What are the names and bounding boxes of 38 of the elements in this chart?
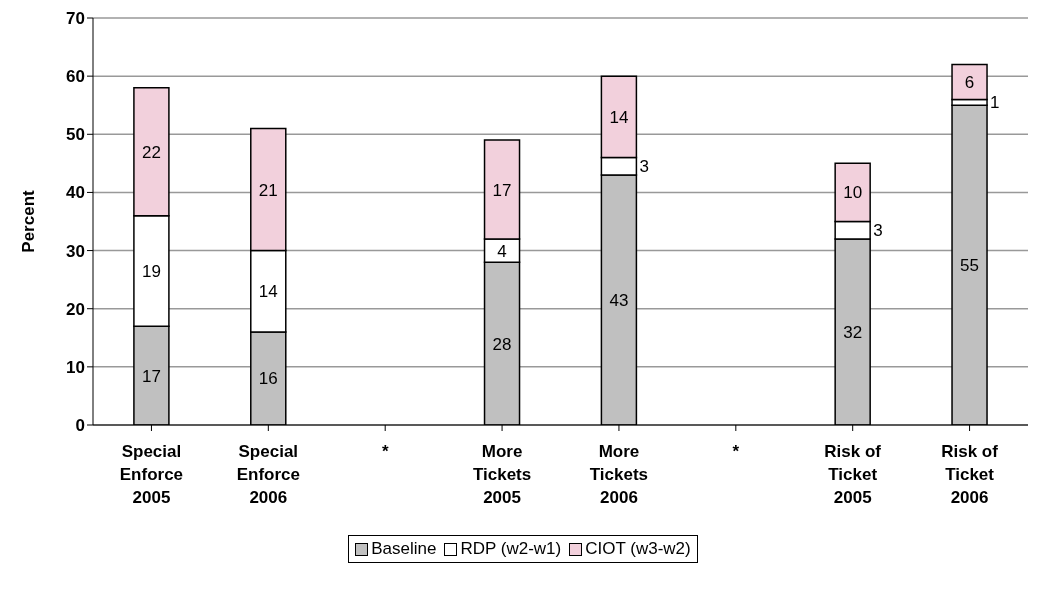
- y-tick-label: 70: [66, 9, 85, 29]
- data-label: 17: [141, 366, 161, 386]
- y-tick-label: 20: [66, 299, 85, 319]
- x-tick-label: *: [732, 442, 740, 461]
- legend-label: Baseline: [370, 539, 437, 559]
- x-tick-label: Risk of Ticket 2006: [941, 442, 999, 507]
- x-tick-label: Special Enforce 2005: [119, 442, 184, 507]
- legend-label: RDP (w2-w1): [459, 539, 562, 559]
- y-tick-label: 40: [66, 183, 85, 203]
- legend-label: CIOT (w3-w2): [584, 539, 691, 559]
- x-tick-label: More Tickets 2006: [589, 442, 649, 507]
- data-label: 14: [258, 282, 278, 302]
- data-label: 6: [964, 72, 975, 92]
- data-label: 16: [258, 369, 278, 389]
- data-label: 32: [843, 322, 863, 342]
- data-label: 55: [960, 256, 979, 276]
- y-tick-label: 0: [75, 416, 85, 436]
- x-tick-label: Risk of Ticket 2005: [824, 442, 882, 507]
- data-label: 28: [492, 334, 512, 354]
- y-tick-label: 60: [66, 67, 85, 87]
- data-label: 4: [497, 241, 507, 261]
- y-axis-title: Percent: [19, 189, 39, 253]
- data-label: 1: [990, 93, 1000, 113]
- data-label: 17: [492, 180, 512, 200]
- y-tick-label: 10: [66, 357, 85, 377]
- x-tick-label: *: [381, 442, 389, 461]
- x-tick-label: More Tickets 2005: [472, 442, 532, 507]
- data-label: 10: [843, 183, 863, 203]
- y-tick-label: 50: [66, 125, 85, 145]
- data-label: 43: [609, 290, 629, 310]
- data-label: 14: [609, 107, 629, 127]
- x-tick-label: Special Enforce 2006: [236, 442, 300, 507]
- data-label: 19: [141, 261, 161, 281]
- data-label: 3: [639, 157, 649, 177]
- data-label: 3: [873, 221, 883, 241]
- data-label: 21: [258, 180, 278, 200]
- data-label: 22: [141, 142, 161, 162]
- y-tick-label: 30: [66, 241, 85, 261]
